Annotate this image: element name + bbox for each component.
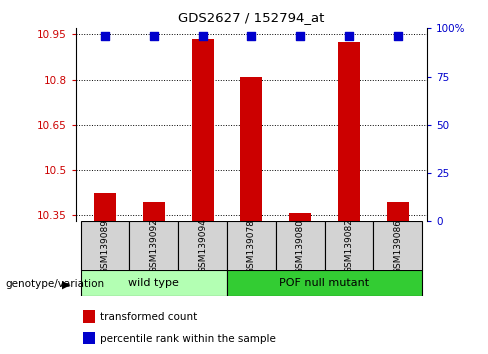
Text: GSM139094: GSM139094 [198,218,207,274]
Point [394,33,402,39]
Bar [289,213,311,221]
Text: wild type: wild type [128,278,179,288]
Bar [338,42,360,221]
Bar [276,221,325,271]
Point [247,33,255,39]
Text: genotype/variation: genotype/variation [5,279,104,289]
Point [199,33,206,39]
Text: transformed count: transformed count [100,312,198,322]
Bar [81,270,227,296]
Bar [227,270,422,296]
Bar [227,221,276,271]
Bar [129,221,178,271]
Bar [82,332,95,344]
Bar [192,39,214,221]
Text: GSM139080: GSM139080 [296,218,305,274]
Bar [94,193,116,221]
Point [101,33,109,39]
Text: GSM139092: GSM139092 [149,218,158,274]
Bar [143,202,165,221]
Bar [387,202,409,221]
Text: POF null mutant: POF null mutant [280,278,369,288]
Title: GDS2627 / 152794_at: GDS2627 / 152794_at [178,11,325,24]
Text: GSM139082: GSM139082 [345,218,353,274]
Bar [241,77,263,221]
Bar [178,221,227,271]
Bar [82,310,95,323]
Bar [373,221,422,271]
Point [345,33,353,39]
Text: GSM139086: GSM139086 [393,218,402,274]
Text: percentile rank within the sample: percentile rank within the sample [100,334,276,344]
Text: GSM139089: GSM139089 [101,218,109,274]
Bar [325,221,373,271]
Text: ▶: ▶ [62,279,71,289]
Text: GSM139078: GSM139078 [247,218,256,274]
Point [296,33,304,39]
Point [150,33,158,39]
Bar [81,221,129,271]
